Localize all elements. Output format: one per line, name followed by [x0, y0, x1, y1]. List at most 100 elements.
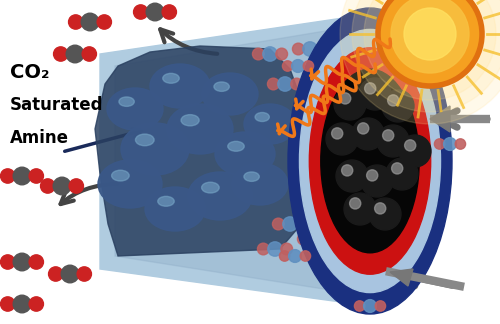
Circle shape: [283, 217, 297, 231]
Circle shape: [308, 232, 322, 246]
Polygon shape: [430, 106, 450, 132]
Text: Amine: Amine: [10, 129, 69, 146]
Circle shape: [29, 297, 43, 311]
Ellipse shape: [98, 160, 162, 208]
Ellipse shape: [214, 82, 230, 91]
Ellipse shape: [288, 8, 452, 314]
Circle shape: [374, 203, 386, 214]
Circle shape: [364, 83, 376, 94]
Polygon shape: [100, 14, 370, 306]
Circle shape: [338, 98, 349, 110]
Circle shape: [302, 123, 314, 135]
Circle shape: [66, 45, 84, 63]
Circle shape: [364, 300, 376, 312]
Circle shape: [455, 139, 466, 149]
Circle shape: [134, 5, 148, 19]
Circle shape: [338, 147, 352, 161]
Text: Saturated: Saturated: [10, 96, 104, 114]
Circle shape: [392, 163, 403, 174]
Circle shape: [361, 98, 372, 110]
Circle shape: [366, 170, 378, 181]
Circle shape: [342, 165, 353, 176]
Circle shape: [278, 77, 292, 91]
Circle shape: [303, 61, 314, 71]
Circle shape: [346, 203, 358, 215]
Circle shape: [268, 78, 279, 90]
Ellipse shape: [121, 123, 189, 175]
Circle shape: [48, 267, 63, 281]
Circle shape: [316, 43, 328, 55]
Ellipse shape: [300, 29, 440, 293]
Circle shape: [348, 97, 362, 111]
Circle shape: [343, 252, 357, 266]
Circle shape: [434, 139, 445, 149]
Circle shape: [334, 88, 366, 120]
Circle shape: [303, 177, 317, 191]
Circle shape: [146, 3, 164, 21]
Ellipse shape: [167, 104, 233, 154]
Circle shape: [326, 123, 338, 135]
Circle shape: [281, 243, 292, 255]
Circle shape: [29, 169, 43, 183]
Ellipse shape: [163, 73, 179, 83]
Circle shape: [69, 179, 84, 193]
Circle shape: [364, 0, 496, 100]
Circle shape: [322, 63, 334, 75]
Circle shape: [291, 78, 302, 90]
Ellipse shape: [150, 64, 210, 108]
Circle shape: [344, 193, 376, 225]
Ellipse shape: [188, 172, 252, 220]
Circle shape: [252, 48, 264, 60]
Ellipse shape: [215, 132, 275, 176]
Ellipse shape: [228, 141, 244, 151]
Circle shape: [268, 242, 282, 256]
Ellipse shape: [255, 112, 270, 122]
Circle shape: [280, 251, 290, 261]
Circle shape: [375, 301, 386, 311]
Ellipse shape: [136, 134, 154, 146]
Ellipse shape: [119, 97, 134, 106]
Circle shape: [292, 178, 304, 190]
Circle shape: [0, 169, 15, 183]
Circle shape: [350, 198, 361, 209]
Circle shape: [340, 0, 500, 124]
Circle shape: [292, 60, 304, 72]
Circle shape: [328, 148, 339, 160]
Circle shape: [352, 118, 384, 150]
Polygon shape: [390, 269, 413, 286]
Circle shape: [332, 253, 344, 265]
Ellipse shape: [158, 196, 174, 206]
Circle shape: [288, 249, 302, 262]
Circle shape: [0, 255, 15, 269]
Circle shape: [377, 125, 409, 157]
Circle shape: [386, 158, 418, 190]
Ellipse shape: [310, 48, 430, 274]
Ellipse shape: [181, 115, 199, 126]
Ellipse shape: [244, 172, 260, 181]
Circle shape: [162, 5, 176, 19]
Circle shape: [68, 15, 83, 29]
Circle shape: [97, 15, 112, 29]
Circle shape: [298, 233, 309, 245]
Text: CO₂: CO₂: [10, 63, 50, 82]
Circle shape: [13, 167, 31, 185]
Ellipse shape: [107, 88, 163, 130]
Polygon shape: [115, 26, 355, 294]
Circle shape: [296, 218, 308, 230]
Circle shape: [336, 160, 368, 192]
Circle shape: [404, 140, 416, 151]
Circle shape: [29, 255, 43, 269]
Circle shape: [444, 138, 456, 150]
Circle shape: [316, 178, 328, 190]
Circle shape: [382, 90, 414, 122]
Ellipse shape: [321, 69, 419, 253]
Circle shape: [340, 93, 351, 104]
Circle shape: [351, 148, 362, 160]
Polygon shape: [95, 46, 310, 256]
Circle shape: [53, 177, 71, 195]
Circle shape: [369, 198, 401, 230]
Circle shape: [391, 0, 469, 73]
Ellipse shape: [244, 104, 296, 144]
Circle shape: [382, 130, 394, 141]
Circle shape: [404, 8, 456, 60]
